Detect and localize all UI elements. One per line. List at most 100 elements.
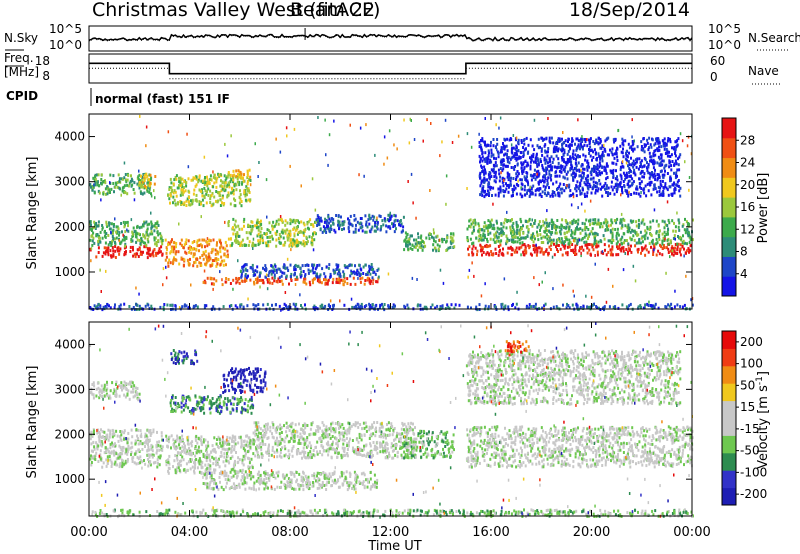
heatmap-cell [664,305,667,309]
heatmap-cell [186,132,188,136]
heatmap-cell [517,172,520,176]
heatmap-cell [503,277,506,281]
heatmap-cell [490,160,493,164]
heatmap-cell [350,223,353,227]
heatmap-cell [525,306,528,310]
heatmap-cell [677,184,680,188]
heatmap-cell [108,221,111,225]
heatmap-cell [665,271,667,275]
heatmap-cell [574,252,577,255]
heatmap-cell [193,261,196,265]
heatmap-cell [304,277,307,281]
heatmap-cell [276,280,279,284]
heatmap-cell [138,292,140,296]
heatmap-cell [604,169,607,173]
heatmap-cell [374,221,377,224]
heatmap-cell [615,237,618,241]
heatmap-cell [544,185,547,189]
heatmap-cell [675,173,677,177]
heatmap-cell [515,223,518,227]
heatmap-cell [231,191,234,194]
heatmap-cell [174,304,177,308]
heatmap-cell [634,244,637,248]
heatmap-cell [130,174,132,178]
heatmap-cell [263,268,266,272]
heatmap-cell [432,243,435,247]
heatmap-cell [528,217,531,221]
heatmap-cell [655,137,658,141]
heatmap-cell [251,220,254,224]
heatmap-cell [528,303,531,307]
heatmap-cell [573,232,576,236]
heatmap-cell [413,238,415,242]
heatmap-cell [488,171,491,174]
heatmap-cell [327,224,329,228]
heatmap-cell [306,263,309,267]
heatmap-cell [601,250,604,254]
heatmap-cell [97,224,100,228]
heatmap-cell [470,306,472,310]
heatmap-cell [536,246,539,250]
heatmap-cell [324,118,326,122]
heatmap-cell [482,170,485,173]
heatmap-cell [272,225,275,229]
heatmap-cell [213,259,216,262]
heatmap-cell [225,244,228,248]
heatmap-cell [610,251,613,255]
heatmap-cell [551,255,554,259]
heatmap-cell [663,220,666,224]
heatmap-cell [529,192,532,196]
heatmap-cell [480,139,482,142]
heatmap-cell [635,241,638,245]
heatmap-cell [539,145,541,149]
heatmap-cell [146,223,149,227]
heatmap-cell [262,266,264,270]
heatmap-cell [167,264,170,268]
heatmap-cell [658,176,661,179]
heatmap-cell [630,163,633,167]
heatmap-cell [175,194,178,198]
heatmap-cell [248,191,251,194]
heatmap-cell [673,190,676,194]
heatmap-cell [213,173,216,177]
heatmap-cell [273,268,276,272]
heatmap-cell [588,182,591,186]
heatmap-cell [497,245,500,248]
heatmap-cell [555,231,558,235]
heatmap-cell [594,191,597,195]
heatmap-cell [673,163,676,167]
heatmap-cell [104,305,107,308]
heatmap-cell [300,184,302,188]
heatmap-cell [184,181,187,185]
heatmap-cell [309,283,312,287]
heatmap-cell [652,152,655,156]
heatmap-cell [534,177,537,181]
heatmap-cell [287,269,290,272]
y-tick-label: 2000 [54,220,85,234]
heatmap-cell [570,229,573,233]
heatmap-cell [512,194,514,197]
heatmap-cell [601,156,604,160]
heatmap-cell [259,271,262,275]
heatmap-cell [411,243,414,247]
heatmap-cell [112,182,115,185]
heatmap-cell [425,236,428,240]
heatmap-cell [519,217,522,221]
heatmap-cell [259,219,262,223]
heatmap-cell [169,261,172,265]
heatmap-cell [396,219,399,223]
heatmap-cell [619,184,622,188]
heatmap-cell [663,246,666,250]
heatmap-cell [118,305,121,309]
heatmap-cell [686,228,689,231]
heatmap-cell [616,185,619,189]
heatmap-cell [376,222,379,226]
heatmap-cell [198,261,201,265]
heatmap-cell [539,226,542,230]
heatmap-cell [657,306,660,310]
heatmap-cell [233,228,236,232]
heatmap-cell [593,142,596,146]
heatmap-cell [641,148,644,152]
heatmap-cell [110,222,113,226]
heatmap-cell [583,138,586,141]
